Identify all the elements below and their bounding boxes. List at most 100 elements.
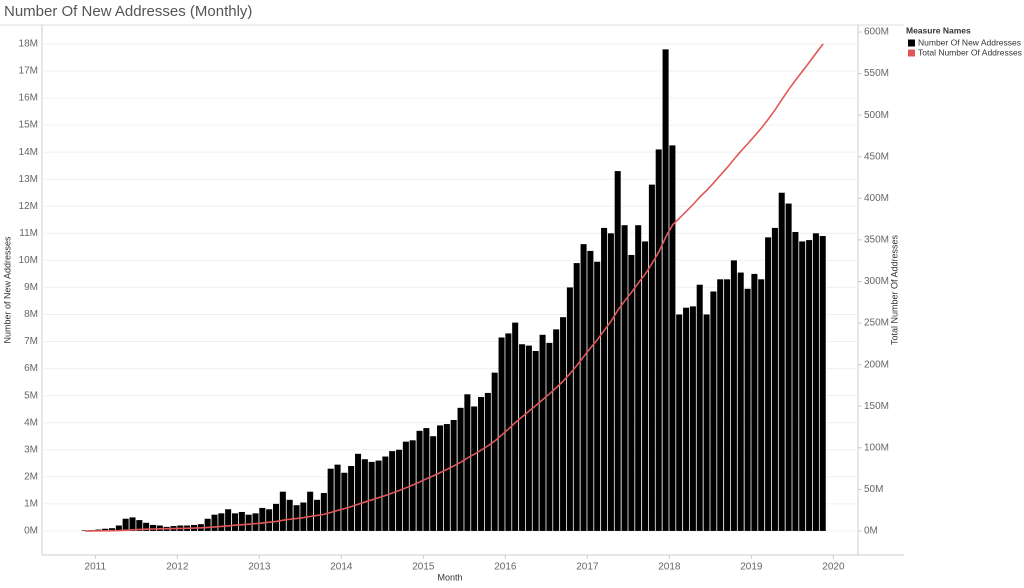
bar	[512, 322, 519, 531]
y-tick-label: 4M	[24, 417, 38, 428]
bar	[122, 518, 129, 531]
bar	[587, 250, 594, 531]
y2-tick-label: 350M	[864, 235, 889, 246]
y-tick-label: 7M	[24, 336, 38, 347]
y-tick-label: 0M	[24, 526, 38, 537]
y2-tick-label: 150M	[864, 401, 889, 412]
bar	[662, 49, 669, 531]
bar	[307, 491, 314, 531]
y-tick-label: 1M	[24, 499, 38, 510]
bar	[621, 225, 628, 531]
bar	[81, 530, 88, 531]
bar	[443, 424, 450, 531]
y-tick-label: 10M	[19, 255, 38, 266]
x-tick-label: 2016	[494, 562, 517, 573]
bar	[580, 244, 587, 531]
bar	[245, 514, 252, 531]
bar	[259, 507, 266, 531]
y-tick-label: 11M	[19, 228, 38, 239]
bar	[279, 491, 286, 531]
bar	[566, 287, 573, 531]
bar	[389, 451, 396, 531]
y-tick-label: 12M	[19, 201, 38, 212]
x-tick-label: 2019	[740, 562, 763, 573]
bar	[464, 394, 471, 531]
bar	[300, 502, 307, 531]
bar	[238, 511, 245, 531]
bar	[143, 522, 150, 531]
bar	[676, 314, 683, 531]
bar	[129, 517, 136, 531]
bar	[327, 468, 334, 531]
bar	[560, 317, 567, 531]
legend-label: Total Number Of Addresses	[918, 47, 1022, 57]
y-tick-label: 13M	[19, 174, 38, 185]
x-tick-label: 2014	[330, 562, 353, 573]
bar	[642, 241, 649, 531]
bar	[211, 514, 218, 531]
x-axis-title: Month	[437, 572, 462, 582]
bar	[150, 524, 157, 531]
bar	[115, 525, 122, 531]
bar	[341, 472, 348, 531]
bar	[484, 392, 491, 531]
bar	[348, 465, 355, 531]
y-tick-label: 2M	[24, 471, 38, 482]
bar	[416, 430, 423, 531]
x-tick-label: 2015	[412, 562, 435, 573]
bar	[683, 307, 690, 531]
bar	[273, 503, 280, 531]
bar	[471, 406, 478, 531]
bar	[744, 288, 751, 531]
bar	[771, 227, 778, 531]
y2-tick-label: 50M	[864, 484, 883, 495]
bar	[737, 272, 744, 531]
bar	[806, 240, 813, 531]
bar	[320, 493, 327, 531]
y-tick-label: 18M	[19, 39, 38, 50]
x-tick-label: 2020	[822, 562, 845, 573]
bar	[286, 499, 293, 531]
line	[85, 43, 824, 532]
bar	[730, 260, 737, 531]
bar	[765, 237, 772, 531]
bar	[402, 441, 409, 531]
y-tick-label: 17M	[19, 66, 38, 77]
bar	[792, 231, 799, 531]
bar	[751, 273, 758, 531]
bar	[614, 171, 621, 531]
bar	[635, 225, 642, 531]
y2-tick-label: 250M	[864, 318, 889, 329]
bar	[368, 461, 375, 531]
bar	[437, 425, 444, 531]
bar	[601, 227, 608, 531]
y-tick-label: 6M	[24, 363, 38, 374]
bar	[361, 459, 368, 531]
bar	[252, 513, 259, 531]
bar	[505, 333, 512, 531]
bar	[553, 329, 560, 531]
bar	[218, 513, 225, 531]
bar	[689, 306, 696, 531]
bar	[519, 344, 526, 531]
bar	[266, 509, 273, 531]
bar	[628, 254, 635, 531]
bar	[648, 184, 655, 531]
bar	[539, 334, 546, 531]
bar	[109, 528, 116, 531]
bar	[546, 342, 553, 531]
bar	[573, 263, 580, 531]
y-tick-label: 14M	[19, 147, 38, 158]
bar	[136, 520, 143, 531]
bar	[819, 236, 826, 531]
y2-tick-label: 550M	[864, 68, 889, 79]
y2-tick-label: 0M	[864, 526, 878, 537]
y-tick-label: 9M	[24, 282, 38, 293]
x-tick-label: 2013	[248, 562, 271, 573]
y2-axis-title: Total Number Of Addresses	[889, 234, 899, 345]
x-tick-label: 2018	[658, 562, 681, 573]
bar	[758, 279, 765, 531]
x-tick-label: 2011	[85, 562, 107, 573]
legend-title: Measure Names	[906, 25, 971, 35]
